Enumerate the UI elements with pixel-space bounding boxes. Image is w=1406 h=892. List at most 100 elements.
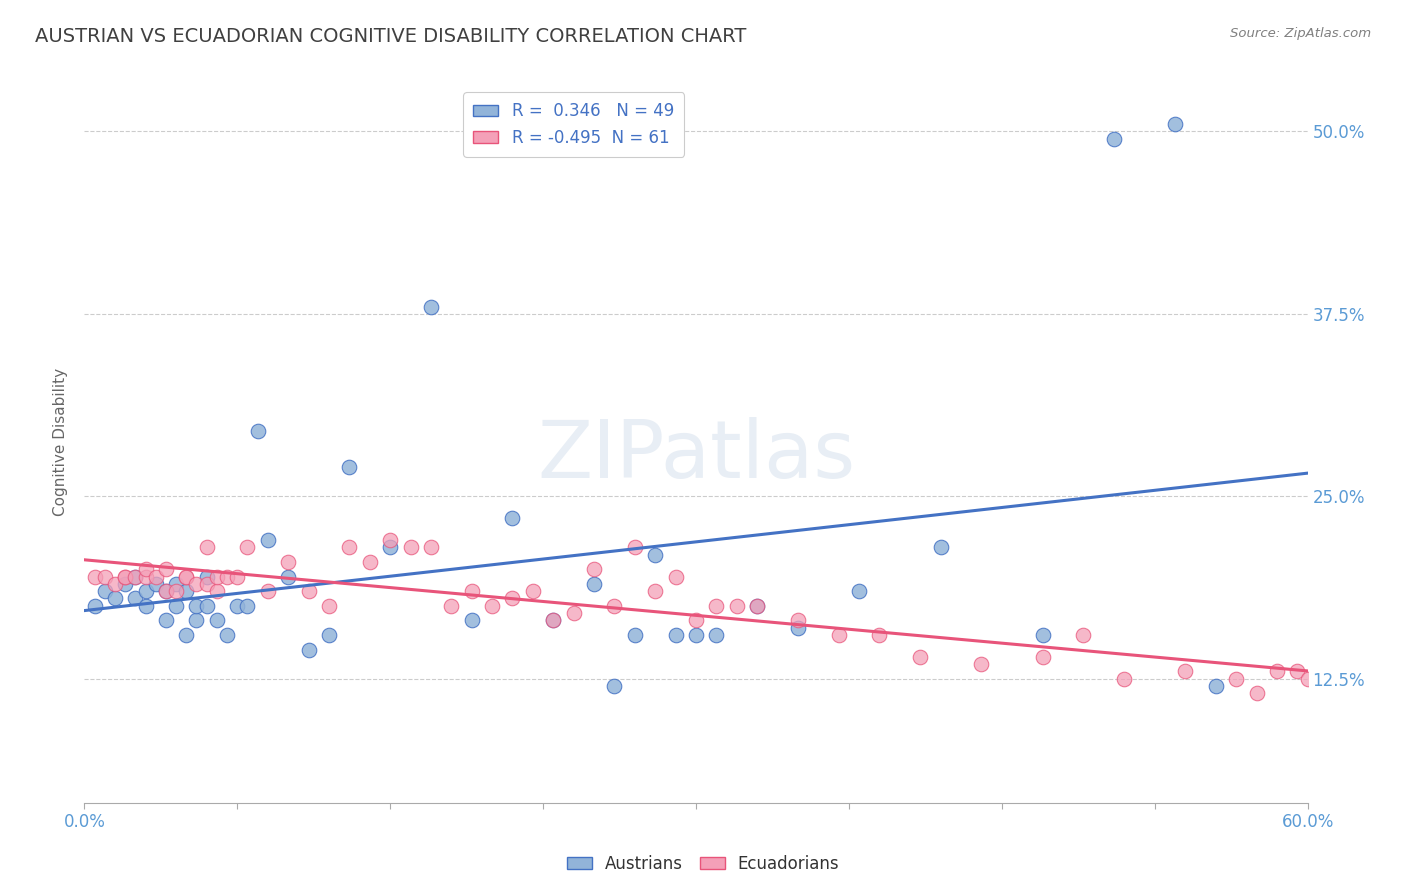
Point [1032, 649, 1054, 664]
Point [1102, 131, 1125, 145]
Point [155, 584, 177, 599]
Point [186, 599, 208, 613]
Point [165, 577, 187, 591]
Point [195, 541, 218, 555]
Point [165, 584, 187, 599]
Point [706, 599, 728, 613]
Point [93, 584, 115, 599]
Point [562, 606, 585, 620]
Point [420, 300, 443, 314]
Point [104, 591, 127, 606]
Point [114, 577, 136, 591]
Point [685, 628, 707, 642]
Legend: R =  0.346   N = 49, R = -0.495  N = 61: R = 0.346 N = 49, R = -0.495 N = 61 [464, 92, 683, 157]
Point [205, 584, 228, 599]
Point [665, 628, 688, 642]
Legend: Austrians, Ecuadorians: Austrians, Ecuadorians [560, 848, 846, 880]
Point [277, 555, 299, 569]
Point [1246, 686, 1268, 700]
Point [665, 569, 688, 583]
Point [1174, 665, 1197, 679]
Point [174, 569, 197, 583]
Point [318, 599, 340, 613]
Point [298, 642, 321, 657]
Point [195, 577, 218, 591]
Point [135, 599, 157, 613]
Point [624, 541, 647, 555]
Point [246, 424, 269, 438]
Point [910, 649, 932, 664]
Point [226, 569, 249, 583]
Point [787, 621, 810, 635]
Point [174, 584, 197, 599]
Point [83, 569, 105, 583]
Point [461, 613, 484, 627]
Point [502, 511, 524, 525]
Point [1225, 672, 1247, 686]
Point [174, 628, 197, 642]
Point [1286, 665, 1309, 679]
Point [603, 679, 626, 693]
Point [93, 569, 115, 583]
Point [970, 657, 993, 672]
Point [359, 555, 381, 569]
Point [155, 584, 177, 599]
Point [929, 541, 952, 555]
Point [828, 628, 851, 642]
Point [644, 548, 666, 562]
Point [869, 628, 891, 642]
Point [583, 577, 606, 591]
Point [124, 569, 146, 583]
Point [1073, 628, 1095, 642]
Point [1114, 672, 1136, 686]
Point [145, 577, 167, 591]
Point [543, 613, 565, 627]
Point [155, 613, 177, 627]
Point [217, 628, 239, 642]
Text: Source: ZipAtlas.com: Source: ZipAtlas.com [1230, 27, 1371, 40]
Point [420, 541, 443, 555]
Point [380, 533, 402, 547]
Point [135, 584, 157, 599]
Point [226, 599, 249, 613]
Point [1265, 665, 1288, 679]
Point [787, 613, 810, 627]
Point [145, 569, 167, 583]
Point [236, 541, 259, 555]
Point [318, 628, 340, 642]
Point [257, 533, 280, 547]
Text: AUSTRIAN VS ECUADORIAN COGNITIVE DISABILITY CORRELATION CHART: AUSTRIAN VS ECUADORIAN COGNITIVE DISABIL… [35, 27, 747, 45]
Point [339, 541, 361, 555]
Point [848, 584, 870, 599]
Point [186, 577, 208, 591]
Point [725, 599, 748, 613]
Point [583, 562, 606, 576]
Point [135, 562, 157, 576]
Point [124, 591, 146, 606]
Point [186, 613, 208, 627]
Point [522, 584, 544, 599]
Point [298, 584, 321, 599]
Point [399, 541, 422, 555]
Point [114, 569, 136, 583]
Point [195, 569, 218, 583]
Point [155, 562, 177, 576]
Point [114, 569, 136, 583]
Point [83, 599, 105, 613]
Point [461, 584, 484, 599]
Point [481, 599, 503, 613]
Point [1032, 628, 1054, 642]
Point [1296, 672, 1319, 686]
Point [277, 569, 299, 583]
Point [339, 460, 361, 475]
Point [747, 599, 769, 613]
Point [174, 569, 197, 583]
Point [205, 569, 228, 583]
Point [624, 628, 647, 642]
Point [195, 599, 218, 613]
Point [1205, 679, 1227, 693]
Point [135, 569, 157, 583]
Y-axis label: Cognitive Disability: Cognitive Disability [53, 368, 69, 516]
Point [706, 628, 728, 642]
Point [165, 599, 187, 613]
